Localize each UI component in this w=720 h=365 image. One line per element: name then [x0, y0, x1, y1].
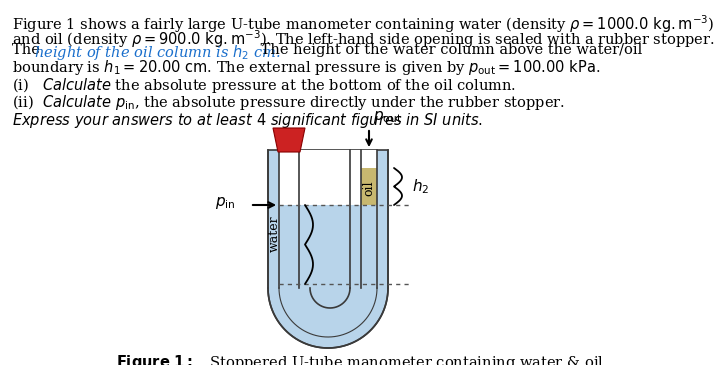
Text: (ii)  $\mathit{Calculate}$ $p_{\mathrm{in}}$, the absolute pressure directly und: (ii) $\mathit{Calculate}$ $p_{\mathrm{in… [12, 93, 565, 112]
Text: boundary is $h_1 = 20.00\ \mathrm{cm}$. The external pressure is given by $p_{\m: boundary is $h_1 = 20.00\ \mathrm{cm}$. … [12, 58, 600, 77]
Polygon shape [273, 128, 305, 152]
Text: The: The [12, 43, 45, 57]
Text: $\mathbf{Figure\ 1:}$   Stoppered U-tube manometer containing water & oil: $\mathbf{Figure\ 1:}$ Stoppered U-tube m… [116, 353, 604, 365]
Polygon shape [279, 205, 299, 288]
Polygon shape [361, 205, 377, 288]
Text: Figure 1 shows a fairly large U-tube manometer containing water (density $\rho =: Figure 1 shows a fairly large U-tube man… [12, 13, 714, 35]
Text: The height of the water column above the water/oil: The height of the water column above the… [256, 43, 642, 57]
Polygon shape [268, 150, 388, 348]
Text: $p_{\mathrm{in}}$: $p_{\mathrm{in}}$ [215, 195, 236, 211]
Polygon shape [279, 205, 377, 337]
Text: (i)   $\mathit{Calculate}$ the absolute pressure at the bottom of the oil column: (i) $\mathit{Calculate}$ the absolute pr… [12, 76, 516, 95]
Text: $h_1$: $h_1$ [323, 235, 341, 254]
Text: $h_2$: $h_2$ [412, 177, 429, 196]
Text: oil: oil [362, 181, 376, 196]
Text: $p_{\mathrm{out}}$: $p_{\mathrm{out}}$ [373, 109, 402, 125]
Polygon shape [361, 168, 377, 205]
Polygon shape [279, 150, 377, 337]
Text: and oil (density $\rho = 900.0\ \mathrm{kg.m^{-3}}$). The left-hand side opening: and oil (density $\rho = 900.0\ \mathrm{… [12, 28, 715, 50]
Text: height of the oil column is $h_2$ cm.: height of the oil column is $h_2$ cm. [34, 43, 281, 62]
Text: water: water [268, 216, 281, 252]
Text: $\mathit{Express\ your\ answers\ to\ at\ least\ 4\ significant\ figures\ in\ SI\: $\mathit{Express\ your\ answers\ to\ at\… [12, 111, 483, 130]
